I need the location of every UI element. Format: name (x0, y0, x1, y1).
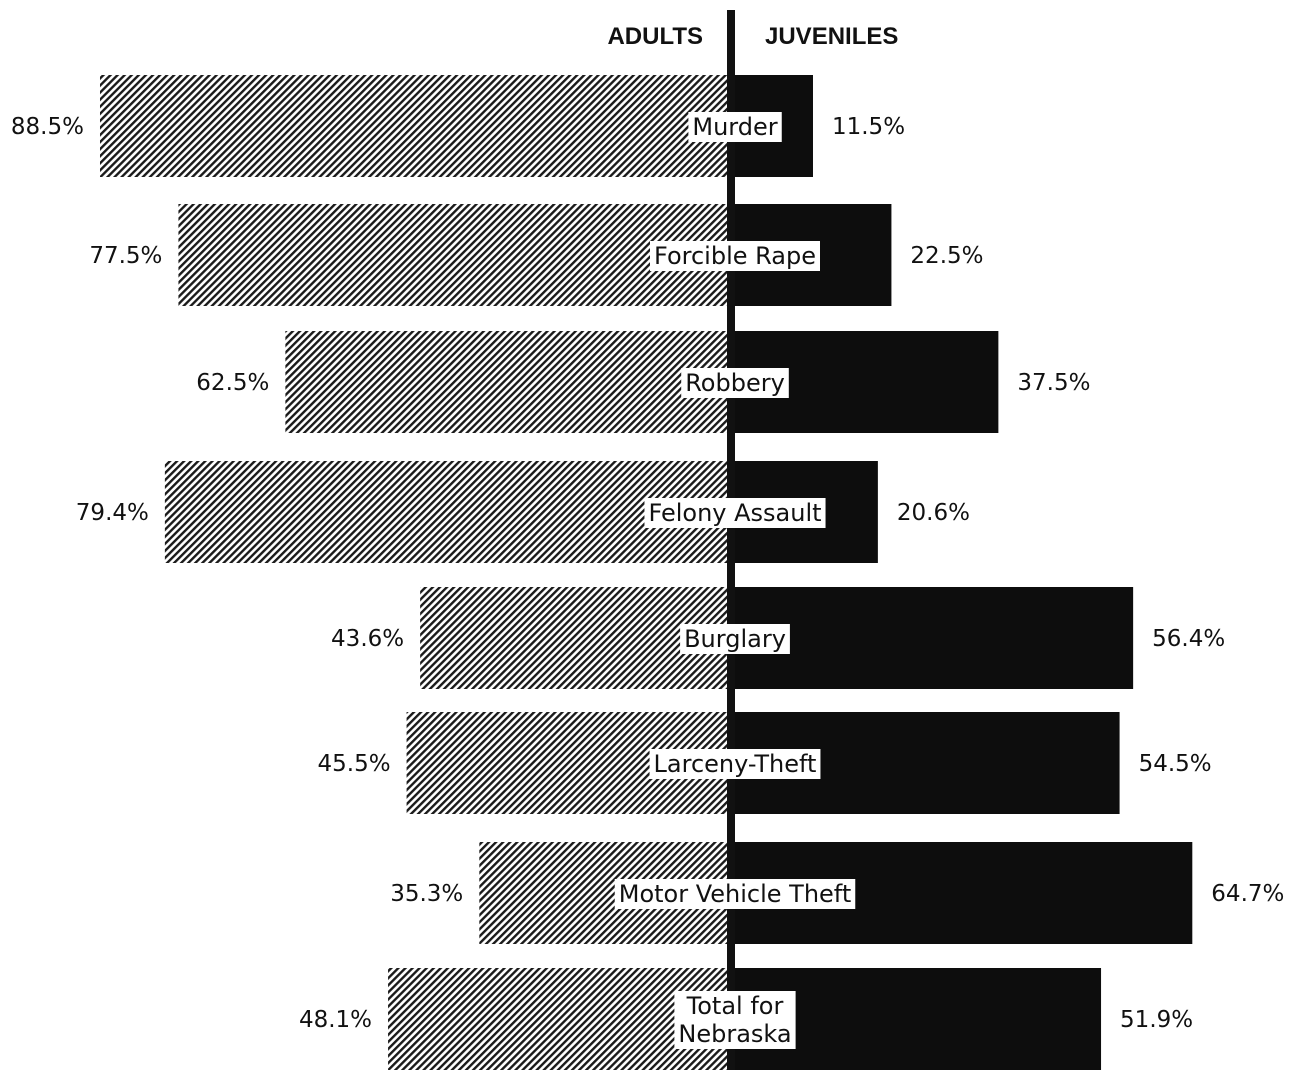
svg-text:Murder: Murder (692, 113, 777, 141)
value-label-adults-robbery: 62.5% (196, 370, 269, 396)
bar-adults-forcible-rape (178, 204, 732, 306)
category-label-motor-vehicle-theft: Motor Vehicle Theft (614, 879, 856, 909)
category-label-forcible-rape: Forcible Rape (650, 241, 820, 271)
svg-text:Robbery: Robbery (685, 369, 785, 397)
svg-text:Burglary: Burglary (684, 625, 786, 653)
value-label-adults-murder: 88.5% (11, 114, 84, 140)
category-label-felony-assault: Felony Assault (644, 498, 826, 528)
value-label-adults-felony-assault: 79.4% (76, 500, 149, 526)
bar-adults-burglary (420, 587, 731, 689)
svg-text:Forcible Rape: Forcible Rape (654, 242, 816, 270)
legend-adults: ADULTS (607, 23, 703, 50)
value-label-adults-burglary: 43.6% (331, 626, 404, 652)
bar-adults-felony-assault (164, 461, 732, 563)
svg-text:Felony Assault: Felony Assault (648, 499, 821, 527)
value-label-juveniles-total-for-nebraska: 51.9% (1120, 1007, 1193, 1033)
value-label-adults-motor-vehicle-theft: 35.3% (390, 881, 463, 907)
value-label-adults-total-for-nebraska: 48.1% (299, 1007, 372, 1033)
svg-text:Larceny-Theft: Larceny-Theft (654, 750, 817, 778)
value-label-juveniles-felony-assault: 20.6% (897, 500, 970, 526)
svg-text:Nebraska: Nebraska (678, 1020, 791, 1048)
svg-text:Total for: Total for (686, 992, 784, 1020)
bar-juveniles-burglary (731, 587, 1134, 689)
bar-adults-total-for-nebraska (388, 968, 731, 1070)
value-label-juveniles-larceny-theft: 54.5% (1139, 751, 1212, 777)
legend-juveniles: JUVENILES (765, 23, 898, 50)
category-label-murder: Murder (688, 112, 782, 142)
value-label-juveniles-murder: 11.5% (832, 114, 905, 140)
value-label-juveniles-robbery: 37.5% (1017, 370, 1090, 396)
bar-adults-murder (99, 75, 732, 177)
value-label-adults-forcible-rape: 77.5% (89, 243, 162, 269)
value-label-juveniles-forcible-rape: 22.5% (910, 243, 983, 269)
svg-text:Motor Vehicle Theft: Motor Vehicle Theft (619, 880, 852, 908)
category-label-burglary: Burglary (680, 624, 790, 654)
category-label-larceny-theft: Larceny-Theft (649, 749, 821, 779)
value-label-juveniles-motor-vehicle-theft: 64.7% (1211, 881, 1284, 907)
bar-adults-robbery (285, 331, 731, 433)
value-label-adults-larceny-theft: 45.5% (318, 751, 391, 777)
center-axis-line (727, 10, 735, 1070)
value-label-juveniles-burglary: 56.4% (1152, 626, 1225, 652)
category-label-robbery: Robbery (681, 368, 789, 398)
